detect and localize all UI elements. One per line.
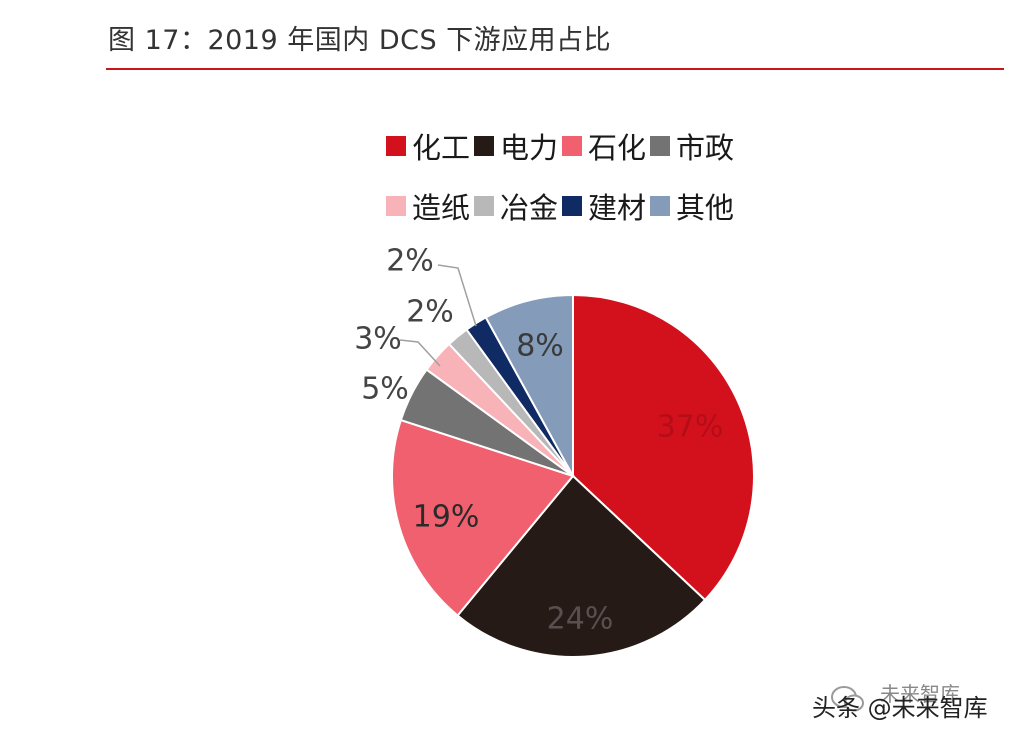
pie-slice: [484, 293, 574, 477]
legend-label: 其他: [676, 191, 735, 225]
legend-swatch: [386, 196, 406, 216]
title-rule: [106, 68, 1004, 70]
pie-slice: [456, 474, 707, 658]
legend-item-municipal: 市政: [650, 125, 734, 167]
leader-line: [437, 264, 477, 327]
legend-item-other: 其他: [650, 185, 734, 227]
legend-item-metallurgy: 冶金: [474, 185, 558, 227]
legend-swatch: [562, 196, 583, 216]
legend-swatch: [474, 136, 495, 156]
watermark-text: 头条 @未来智库: [812, 694, 988, 722]
legend-item-chemical: 化工: [386, 125, 470, 167]
wechat-logo-icon: [831, 686, 864, 712]
legend-label: 建材: [588, 191, 647, 225]
legend-swatch: [386, 136, 406, 156]
chart-legend: 化工 电力 石化 市政 造纸 冶金 建材 其他: [386, 116, 806, 236]
legend-swatch: [650, 136, 671, 156]
slice-label: 37%: [657, 410, 724, 445]
watermark-faint-text: 未来智库: [880, 682, 960, 706]
slice-label: 19%: [413, 500, 480, 535]
legend-item-paper: 造纸: [386, 185, 470, 227]
legend-item-petrochemical: 石化: [562, 125, 646, 167]
legend-item-building-materials: 建材: [562, 185, 646, 227]
figure-title: 图 17：2019 年国内 DCS 下游应用占比: [108, 25, 612, 56]
legend-item-power: 电力: [474, 125, 558, 167]
legend-row-1: 化工 电力 石化 市政: [386, 116, 806, 176]
slice-label: 8%: [516, 329, 564, 364]
legend-swatch: [650, 196, 671, 216]
slice-label: 2%: [406, 295, 454, 330]
legend-label: 造纸: [412, 191, 471, 225]
slice-label: 5%: [361, 372, 409, 407]
pie-slice: [391, 418, 575, 617]
legend-swatch: [474, 196, 495, 216]
slice-label: 24%: [547, 602, 614, 637]
slice-label: 2%: [386, 244, 434, 279]
legend-label: 冶金: [500, 191, 559, 225]
legend-label: 石化: [588, 131, 647, 165]
leader-line: [399, 339, 441, 367]
legend-label: 市政: [676, 131, 735, 165]
legend-row-2: 造纸 冶金 建材 其他: [386, 176, 806, 236]
legend-label: 电力: [500, 131, 559, 165]
legend-label: 化工: [412, 131, 471, 165]
pie-slice: [572, 293, 755, 602]
slice-label: 3%: [354, 322, 402, 357]
legend-swatch: [562, 136, 583, 156]
